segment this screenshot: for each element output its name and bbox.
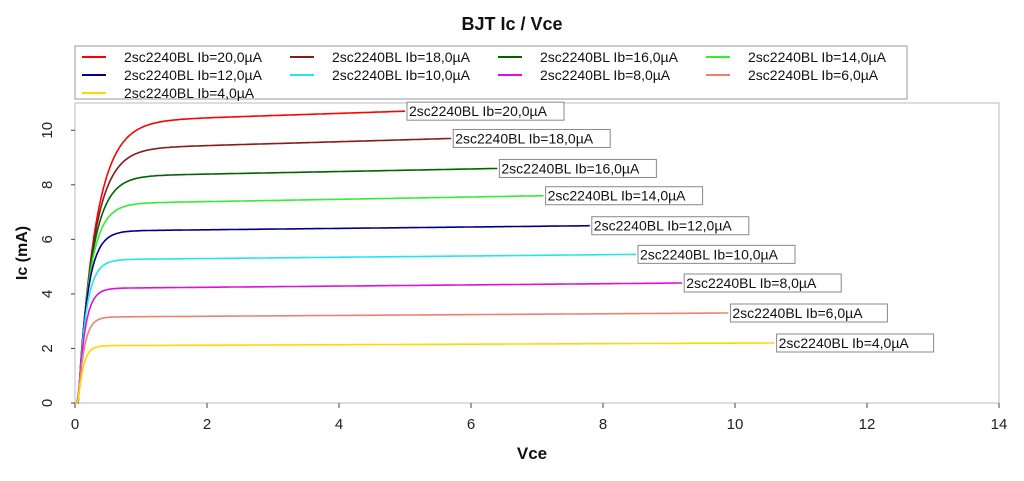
end-label-box [776,333,935,353]
x-tick-label: 4 [335,416,343,433]
end-label-box [591,216,750,236]
legend: 2sc2240BL Ib=20,0µA 2sc2240BL Ib=18,0µA 2s… [82,49,887,101]
end-label: 2sc2240BL Ib=12,0µA [594,218,733,234]
legend-entry: 2sc2240BL Ib=6,0µA [748,67,879,83]
legend-entry: 2sc2240BL Ib=4,0µA [124,85,255,101]
y-tick-label: 2 [39,344,56,352]
x-tick-label: 6 [467,416,475,433]
end-label-box [637,244,796,264]
series-line [75,194,544,404]
chart-title: BJT Ic / Vce [461,14,562,34]
y-tick-label: 10 [39,122,56,139]
x-tick-label: 8 [599,416,607,433]
series-line [75,110,405,404]
end-label-box [729,303,888,323]
end-label: 2sc2240BL Ib=18,0µA [455,130,594,146]
y-tick-label: 4 [39,290,56,298]
x-axis-label: Vce [517,444,547,463]
series-line [75,342,775,404]
end-label: 2sc2240BL Ib=20,0µA [409,103,548,119]
series-line [75,312,729,404]
legend-entry: 2sc2240BL Ib=20,0µA [124,49,263,65]
end-label: 2sc2240BL Ib=8,0µA [686,275,817,291]
end-label-box [545,186,704,206]
end-labels: 2sc2240BL Ib=20,0µA 2sc2240BL Ib=18,0µA 2s… [406,101,935,353]
y-tick-label: 6 [39,235,56,243]
x-tick-label: 0 [71,416,79,433]
series-line [75,253,636,404]
end-label-box [406,101,565,121]
plot-area [74,102,1000,404]
series-line [75,137,452,404]
x-tick-label: 2 [203,416,211,433]
y-axis-label: Ic (mA) [14,226,31,280]
end-label: 2sc2240BL Ib=14,0µA [548,188,687,204]
legend-entry: 2sc2240BL Ib=12,0µA [124,67,263,83]
x-tick-label: 12 [859,416,876,433]
end-label: 2sc2240BL Ib=10,0µA [640,246,779,262]
legend-box [74,45,908,100]
legend-entry: 2sc2240BL Ib=8,0µA [540,67,671,83]
x-tick-label: 10 [727,416,744,433]
end-label-box [498,158,657,178]
x-tick-label: 14 [991,416,1008,433]
legend-entry: 2sc2240BL Ib=18,0µA [332,49,471,65]
end-label-box [452,128,611,148]
series-line [75,282,683,404]
end-label: 2sc2240BL Ib=4,0µA [779,335,910,351]
axes: 0 2 4 6 8 10 12 14 0 2 4 6 8 10 [39,122,1007,433]
end-label: 2sc2240BL Ib=16,0µA [501,160,640,176]
end-label-box [683,273,842,293]
curves [75,110,775,404]
y-tick-label: 0 [39,399,56,407]
y-tick-label: 8 [39,181,56,189]
legend-entry: 2sc2240BL Ib=16,0µA [540,49,679,65]
series-line [75,224,590,404]
legend-entry: 2sc2240BL Ib=14,0µA [748,49,887,65]
end-label: 2sc2240BL Ib=6,0µA [732,305,863,321]
series-line [75,167,498,404]
legend-entry: 2sc2240BL Ib=10,0µA [332,67,471,83]
